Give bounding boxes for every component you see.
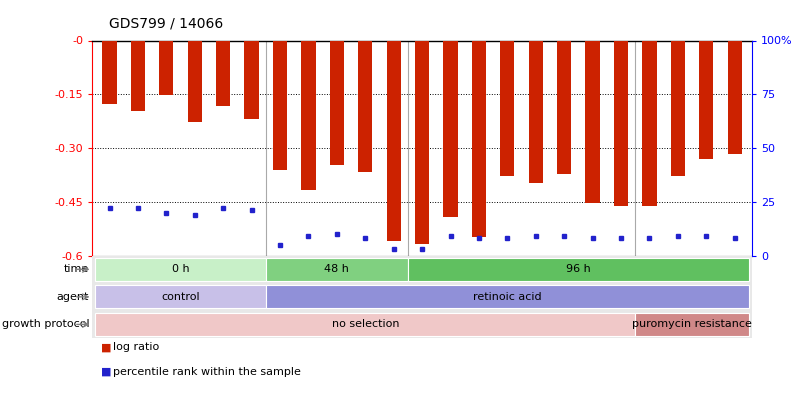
Text: time: time xyxy=(63,264,89,274)
Bar xyxy=(357,40,372,173)
Bar xyxy=(499,40,514,176)
FancyBboxPatch shape xyxy=(634,313,748,336)
Text: ■: ■ xyxy=(100,367,111,377)
Bar xyxy=(187,40,202,122)
FancyBboxPatch shape xyxy=(266,285,748,309)
Bar xyxy=(670,40,684,176)
Bar xyxy=(131,40,145,111)
Text: 96 h: 96 h xyxy=(565,264,590,274)
Bar xyxy=(471,40,486,237)
FancyBboxPatch shape xyxy=(96,313,634,336)
Bar xyxy=(329,40,344,165)
Text: retinoic acid: retinoic acid xyxy=(472,292,541,302)
Text: GDS799 / 14066: GDS799 / 14066 xyxy=(108,16,222,30)
Bar xyxy=(443,40,457,217)
Bar xyxy=(244,40,259,119)
Text: no selection: no selection xyxy=(331,320,398,329)
Text: 0 h: 0 h xyxy=(172,264,190,274)
FancyBboxPatch shape xyxy=(266,258,407,281)
FancyBboxPatch shape xyxy=(407,258,748,281)
Bar xyxy=(613,40,627,206)
Bar xyxy=(386,40,400,241)
FancyBboxPatch shape xyxy=(96,258,266,281)
Bar xyxy=(585,40,599,202)
Bar xyxy=(216,40,230,106)
Bar xyxy=(528,40,542,183)
FancyBboxPatch shape xyxy=(96,285,266,309)
Bar xyxy=(642,40,656,206)
Text: puromycin resistance: puromycin resistance xyxy=(631,320,751,329)
Text: percentile rank within the sample: percentile rank within the sample xyxy=(112,367,300,377)
Text: agent: agent xyxy=(57,292,89,302)
Bar xyxy=(102,40,116,104)
Text: log ratio: log ratio xyxy=(112,342,159,352)
Bar xyxy=(301,40,315,190)
Text: 48 h: 48 h xyxy=(324,264,349,274)
Bar xyxy=(556,40,571,174)
Bar xyxy=(414,40,429,244)
Text: growth protocol: growth protocol xyxy=(2,320,89,329)
Text: control: control xyxy=(161,292,200,302)
Bar xyxy=(699,40,712,160)
Bar xyxy=(727,40,741,154)
Text: ■: ■ xyxy=(100,342,111,352)
Bar xyxy=(272,40,287,170)
Bar xyxy=(159,40,173,95)
